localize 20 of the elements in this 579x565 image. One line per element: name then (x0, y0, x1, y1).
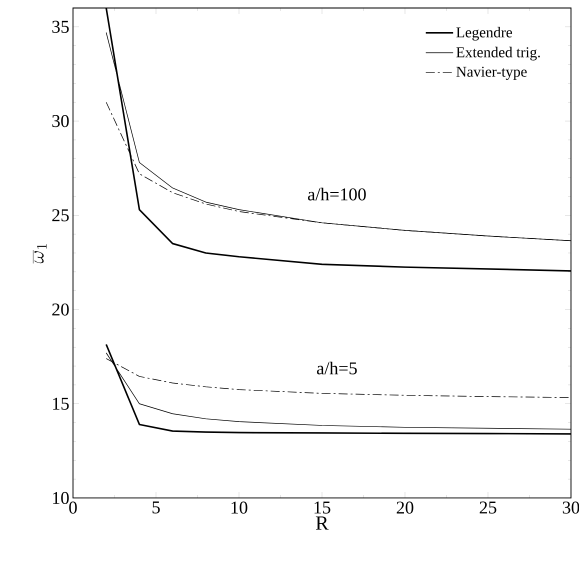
x-tick-label: 20 (396, 502, 414, 514)
x-tick-label: 30 (562, 502, 579, 514)
x-tick-label: 10 (232, 502, 248, 514)
y-tick-label: 20 (52, 303, 69, 316)
y-tick-label: 10 (53, 492, 69, 504)
y-axis-title: $\overline{\omega}_1$ (33, 244, 47, 264)
y-tick-label: 15 (53, 398, 69, 410)
x-tick-label: 5 (152, 502, 160, 514)
y-tick-label: 35 (52, 20, 69, 33)
x-tick-label: 15 (314, 502, 330, 514)
x-tick-label: 25 (480, 502, 496, 514)
annotation: a/h=5 (316, 362, 357, 374)
x-axis-title: R (316, 516, 329, 530)
legend-label: Navier-type (456, 66, 527, 80)
y-tick-label: 30 (52, 115, 69, 128)
legend-label: Legendre (456, 26, 512, 41)
y-tick-label: 25 (52, 209, 69, 222)
x-tick-label: 0 (69, 502, 77, 514)
legend-label: Extended trig. (456, 46, 540, 60)
annotation: a/h=100 (308, 188, 366, 200)
